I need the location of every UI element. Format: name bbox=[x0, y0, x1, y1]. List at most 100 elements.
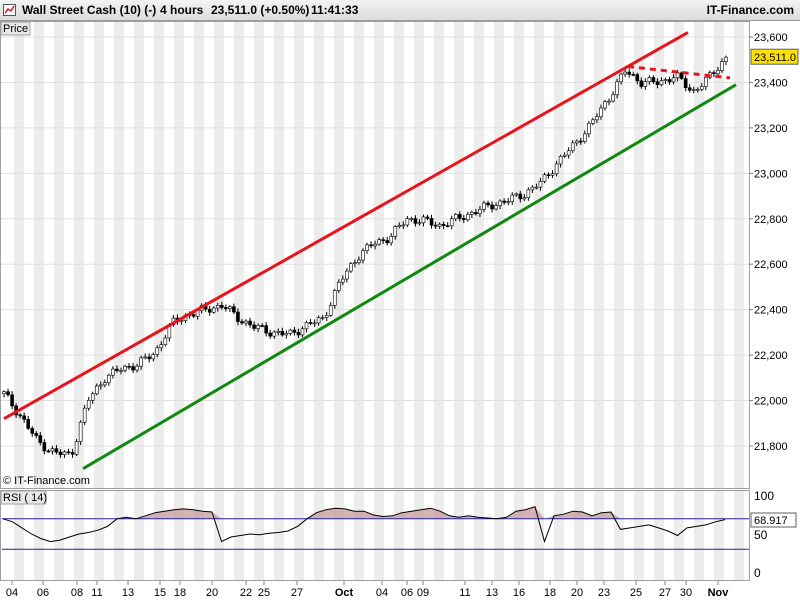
candle-body bbox=[215, 305, 220, 309]
day-band bbox=[94, 22, 104, 488]
candle-body bbox=[627, 71, 631, 75]
price-tick-label: 23,600 bbox=[754, 32, 788, 44]
x-tick-label: Nov bbox=[708, 587, 730, 599]
candle-body bbox=[470, 212, 474, 215]
candle-body bbox=[369, 244, 373, 247]
clock-time: 11:41:33 bbox=[311, 3, 359, 17]
price-tick-label: 23,000 bbox=[754, 168, 788, 180]
x-tick-label: 27 bbox=[659, 587, 671, 599]
candle-body bbox=[453, 214, 458, 220]
candle-body bbox=[716, 70, 720, 75]
candle-body bbox=[506, 201, 510, 203]
price-tick-label: 23,400 bbox=[754, 77, 788, 89]
day-band bbox=[314, 491, 324, 580]
candle-body bbox=[562, 154, 567, 157]
candle-body bbox=[377, 239, 381, 245]
candle-body bbox=[373, 243, 377, 247]
day-band bbox=[294, 22, 304, 488]
x-tick-label: 04 bbox=[376, 587, 388, 599]
candle-body bbox=[86, 400, 91, 409]
day-band bbox=[554, 491, 564, 580]
candle-body bbox=[280, 331, 285, 336]
day-band bbox=[414, 491, 424, 580]
chart-icon[interactable] bbox=[3, 4, 16, 16]
candle-body bbox=[252, 324, 256, 329]
candle-body bbox=[695, 88, 700, 91]
candle-body bbox=[111, 368, 115, 376]
x-tick-label: 25 bbox=[630, 587, 642, 599]
day-band bbox=[374, 491, 384, 580]
candle-body bbox=[417, 222, 422, 225]
candle-body bbox=[276, 331, 281, 333]
timeframe-label[interactable]: 4 hours bbox=[160, 3, 204, 17]
day-band bbox=[114, 22, 124, 488]
candle-body bbox=[232, 306, 236, 313]
day-band bbox=[614, 22, 624, 488]
candle-body bbox=[38, 435, 43, 443]
day-band bbox=[614, 491, 624, 580]
day-band bbox=[434, 491, 444, 580]
candle-body bbox=[18, 414, 22, 417]
candle-body bbox=[429, 218, 434, 226]
candle-body bbox=[268, 332, 273, 337]
candle-body bbox=[425, 216, 430, 219]
day-band bbox=[514, 491, 524, 580]
chart-header: Wall Street Cash (10) (-) 4 hours 23,511… bbox=[0, 0, 800, 21]
candle-body bbox=[284, 333, 289, 336]
day-band bbox=[334, 22, 344, 488]
x-tick-label: 25 bbox=[258, 587, 270, 599]
brand-label: IT-Finance.com bbox=[706, 3, 794, 17]
day-band bbox=[254, 491, 264, 580]
candle-body bbox=[224, 307, 228, 310]
rsi-overbought-fill bbox=[3, 506, 725, 519]
candle-body bbox=[304, 322, 309, 330]
day-band bbox=[374, 22, 384, 488]
candle-body bbox=[558, 156, 563, 165]
candle-body bbox=[50, 448, 55, 452]
day-band bbox=[514, 22, 524, 488]
candle-body bbox=[635, 74, 640, 82]
x-tick-label: 13 bbox=[486, 587, 498, 599]
day-band bbox=[354, 491, 364, 580]
last-price-marker: 23,511.0 bbox=[750, 48, 799, 65]
day-band bbox=[274, 22, 284, 488]
candle-body bbox=[498, 200, 502, 206]
day-band bbox=[254, 22, 264, 488]
candle-body bbox=[139, 357, 143, 367]
day-band bbox=[574, 491, 584, 580]
x-tick-label: 16 bbox=[513, 587, 525, 599]
candle-body bbox=[570, 142, 575, 152]
day-band bbox=[554, 22, 564, 488]
candle-body bbox=[385, 240, 389, 244]
candle-body bbox=[659, 80, 664, 85]
candle-body bbox=[655, 81, 660, 85]
day-band bbox=[154, 22, 164, 488]
x-tick-label: 20 bbox=[571, 587, 583, 599]
day-band bbox=[74, 22, 84, 488]
day-band bbox=[334, 491, 344, 580]
candle-body bbox=[66, 451, 71, 454]
candle-body bbox=[135, 365, 139, 371]
support-trendline[interactable] bbox=[82, 83, 737, 471]
candle-body bbox=[603, 101, 607, 109]
candle-body bbox=[591, 119, 595, 124]
resistance-trendline[interactable] bbox=[3, 31, 689, 421]
candle-body bbox=[22, 415, 26, 420]
price-tick-label: 22,200 bbox=[754, 350, 788, 362]
x-tick-label: 18 bbox=[174, 587, 186, 599]
candle-body bbox=[550, 173, 555, 176]
day-band bbox=[674, 22, 684, 488]
candle-body bbox=[720, 61, 724, 71]
candle-body bbox=[288, 329, 293, 334]
candle-body bbox=[256, 325, 260, 329]
candle-body bbox=[393, 226, 398, 237]
candle-body bbox=[389, 236, 394, 244]
day-band bbox=[134, 491, 144, 580]
price-panel-label: Price bbox=[3, 23, 28, 35]
candle-body bbox=[486, 202, 490, 206]
candle-body bbox=[457, 214, 462, 219]
candle-body bbox=[538, 181, 543, 188]
x-tick-label: 18 bbox=[544, 587, 556, 599]
candle-body bbox=[324, 315, 329, 318]
